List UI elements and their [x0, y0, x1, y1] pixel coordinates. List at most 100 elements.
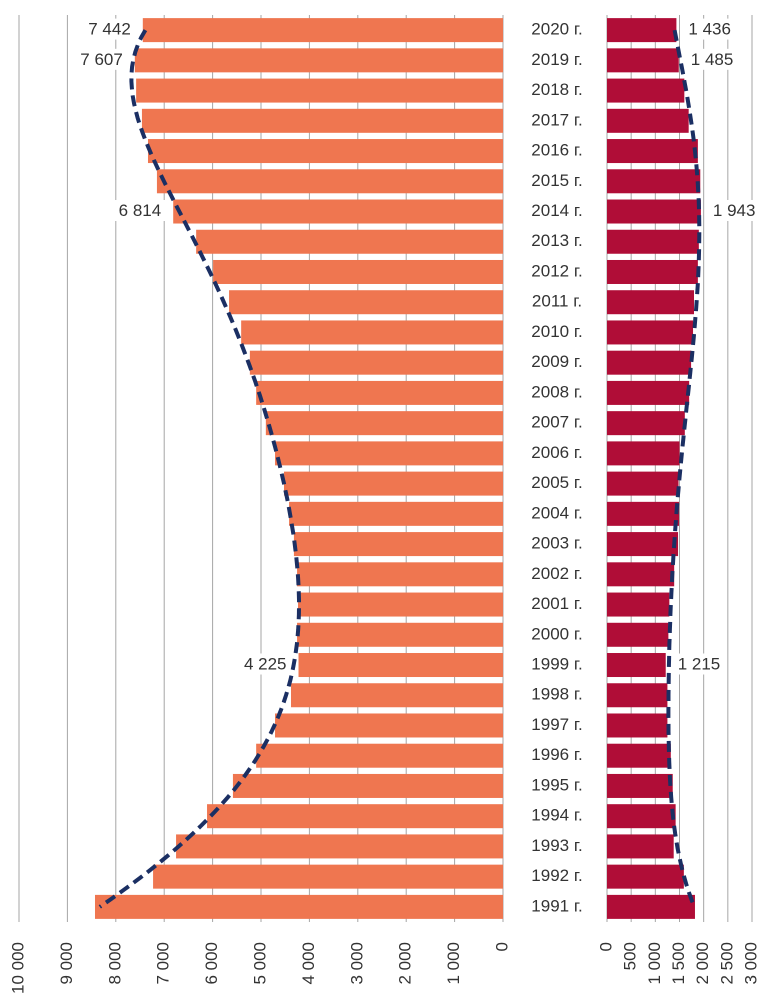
- bar: [249, 350, 503, 375]
- bar: [607, 864, 684, 889]
- x-tick-label: 6 000: [202, 942, 221, 985]
- category-label: 2004 г.: [531, 503, 582, 522]
- x-tick-label: 0: [596, 942, 615, 951]
- bar: [256, 743, 503, 768]
- data-label-bg: [673, 653, 725, 675]
- bar: [607, 683, 668, 708]
- bar: [291, 683, 503, 708]
- category-label: 2019 г.: [531, 50, 582, 69]
- bar: [298, 653, 503, 678]
- category-label: 1997 г.: [531, 715, 582, 734]
- x-tick-label: 7 000: [154, 942, 173, 985]
- bar: [607, 108, 689, 133]
- data-label-bg: [686, 48, 738, 70]
- category-label: 2013 г.: [531, 231, 582, 250]
- category-label: 2012 г.: [531, 261, 582, 280]
- bar: [607, 653, 666, 678]
- category-label: 2007 г.: [531, 413, 582, 432]
- category-label: 2002 г.: [531, 564, 582, 583]
- bar: [213, 259, 504, 284]
- bar: [297, 622, 503, 647]
- data-label: 1 943: [713, 201, 756, 220]
- bar: [256, 380, 503, 405]
- trend-line: [666, 29, 702, 908]
- bar: [607, 562, 675, 587]
- category-label: 2001 г.: [531, 594, 582, 613]
- bar: [607, 139, 698, 164]
- bar: [289, 501, 503, 526]
- data-label: 1 436: [688, 20, 731, 39]
- x-tick-label: 10 000: [8, 942, 27, 994]
- data-label-bg: [708, 200, 760, 222]
- bar: [265, 411, 503, 436]
- category-label: 2005 г.: [531, 473, 582, 492]
- data-label-bg: [76, 48, 127, 70]
- trend-line: [98, 29, 301, 909]
- bar: [293, 532, 503, 557]
- category-label: 2006 г.: [531, 443, 582, 462]
- x-tick-label: 2 000: [396, 942, 415, 985]
- bar: [607, 501, 680, 526]
- bar: [607, 804, 676, 829]
- bar: [136, 78, 504, 103]
- category-label: 2003 г.: [531, 534, 582, 553]
- category-label: 2008 г.: [531, 382, 582, 401]
- bar: [607, 532, 679, 557]
- data-label: 4 225: [244, 655, 287, 674]
- x-tick-label: 4 000: [299, 942, 318, 985]
- category-label: 1999 г.: [531, 655, 582, 674]
- bar: [141, 108, 503, 133]
- x-tick-label: 500: [621, 942, 640, 970]
- category-label: 1992 г.: [531, 866, 582, 885]
- bar: [229, 290, 503, 315]
- bar: [134, 48, 503, 73]
- bar: [607, 773, 673, 798]
- bar: [607, 713, 668, 738]
- x-tick-label: 3 000: [741, 942, 760, 985]
- x-tick-label: 3 000: [347, 942, 366, 985]
- category-label: 1995 г.: [531, 775, 582, 794]
- category-label: 1996 г.: [531, 745, 582, 764]
- bar: [607, 834, 674, 859]
- category-label: 2018 г.: [531, 80, 582, 99]
- x-tick-label: 9 000: [57, 942, 76, 985]
- bar: [607, 229, 699, 254]
- bar: [297, 562, 503, 587]
- bar: [142, 18, 504, 43]
- x-tick-label: 8 000: [105, 942, 124, 985]
- data-label-bg: [84, 18, 135, 40]
- x-tick-label: 1 000: [645, 942, 664, 985]
- bar: [607, 471, 679, 496]
- bar: [607, 290, 694, 315]
- bar: [607, 894, 695, 919]
- bar: [275, 713, 503, 738]
- category-label: 2000 г.: [531, 624, 582, 643]
- bar: [607, 78, 685, 103]
- bar: [176, 834, 504, 859]
- data-label: 6 814: [119, 201, 162, 220]
- data-label: 1 485: [691, 50, 734, 69]
- x-tick-label: 2 000: [693, 942, 712, 985]
- bar: [607, 441, 680, 466]
- bar: [607, 350, 692, 375]
- data-label-bg: [684, 18, 735, 40]
- data-label-bg: [114, 200, 166, 222]
- bar: [232, 773, 504, 798]
- category-label: 2017 г.: [531, 110, 582, 129]
- x-tick-label: 1 500: [669, 942, 688, 985]
- bar: [607, 622, 669, 647]
- data-label-bg: [239, 653, 291, 675]
- bar: [607, 199, 701, 224]
- bar: [196, 229, 504, 254]
- x-tick-label: 2 500: [717, 942, 736, 985]
- x-tick-label: 5 000: [250, 942, 269, 985]
- bar: [607, 259, 698, 284]
- category-label: 2016 г.: [531, 141, 582, 160]
- bar: [607, 380, 690, 405]
- bar: [607, 592, 670, 617]
- category-label: 1998 г.: [531, 685, 582, 704]
- bar: [207, 804, 503, 829]
- category-label: 1994 г.: [531, 806, 582, 825]
- data-label: 7 607: [80, 50, 123, 69]
